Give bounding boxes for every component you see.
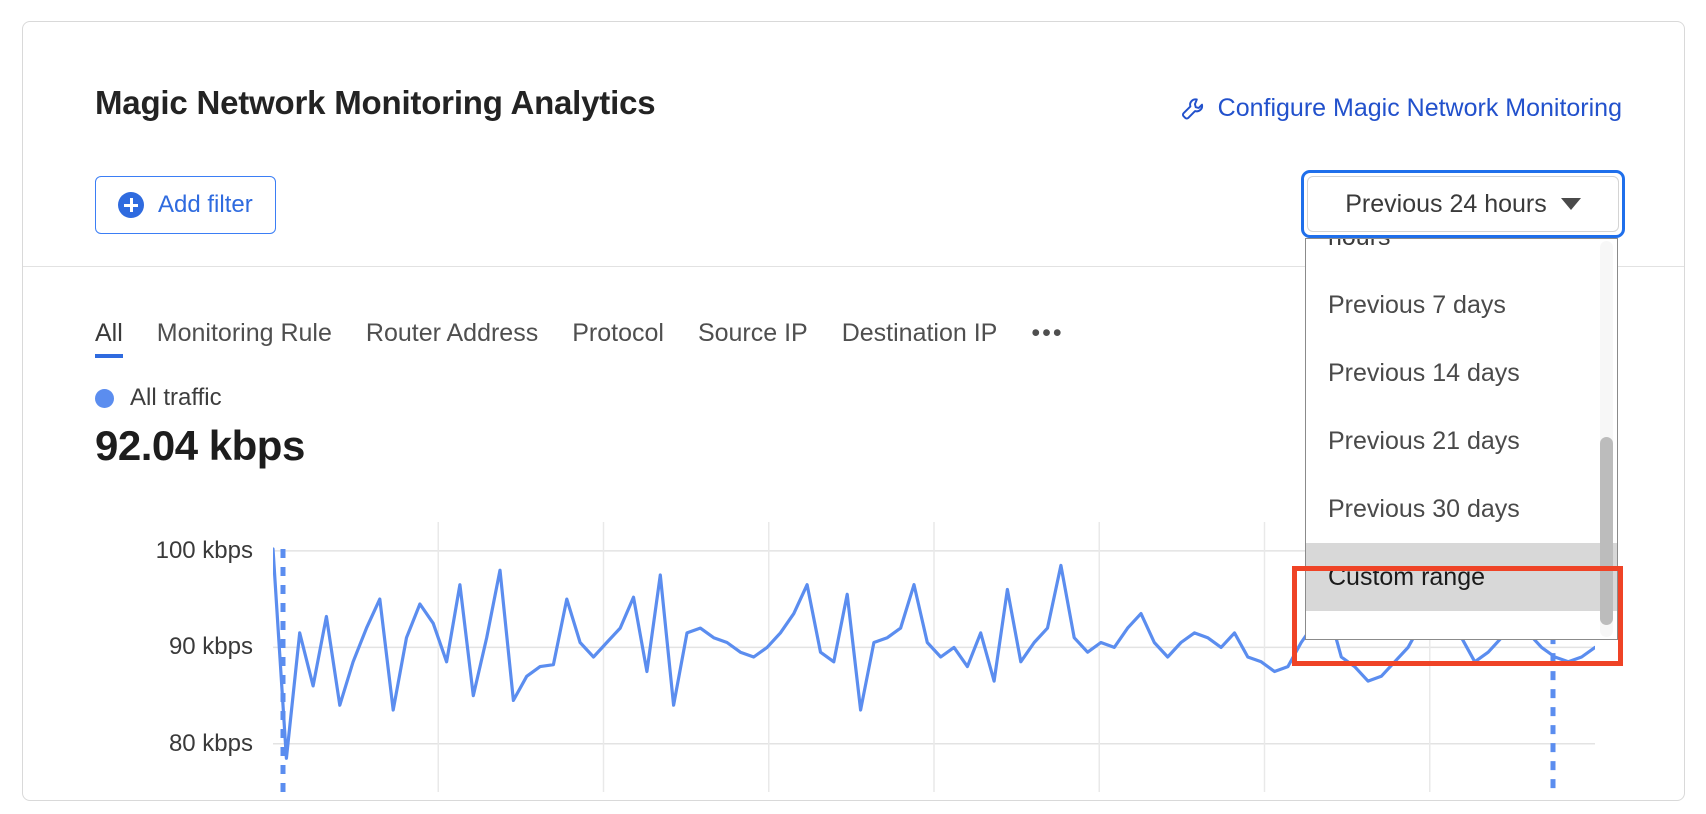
tab-label: Monitoring Rule (156, 319, 332, 347)
add-filter-button[interactable]: Add filter (95, 176, 276, 234)
traffic-line-chart: 100 kbps 90 kbps 80 kbps (95, 522, 1595, 792)
time-range-focus-ring: Previous 24 hours (1301, 170, 1625, 238)
time-range-option-14-days[interactable]: Previous 14 days (1306, 339, 1617, 407)
tab-monitoring-rule[interactable]: Monitoring Rule (157, 319, 332, 358)
page-title: Magic Network Monitoring Analytics (95, 84, 656, 121)
analytics-tab-bar: All Monitoring Rule Router Address Proto… (95, 319, 1064, 358)
option-label: hours (1328, 239, 1391, 252)
configure-link-label: Configure Magic Network Monitoring (1217, 94, 1622, 122)
time-range-dropdown-button[interactable]: Previous 24 hours (1307, 176, 1619, 232)
chart-plot-area (273, 522, 1595, 792)
dropdown-scrollbar-thumb[interactable] (1600, 437, 1613, 625)
time-range-control: Previous 24 hours hours Previous 7 days … (1292, 170, 1625, 666)
chart-svg (273, 522, 1595, 792)
option-label: Previous 30 days (1328, 494, 1520, 523)
tab-label: Source IP (697, 319, 808, 347)
time-range-selected-label: Previous 24 hours (1345, 189, 1547, 218)
y-axis-tick-label: 90 kbps (168, 633, 253, 661)
time-range-dropdown-menu: hours Previous 7 days Previous 14 days P… (1305, 238, 1618, 640)
tab-label: Router Address (365, 319, 539, 347)
chart-series-line (273, 547, 1595, 760)
option-label: Previous 21 days (1328, 426, 1520, 455)
time-range-option-21-days[interactable]: Previous 21 days (1306, 407, 1617, 475)
chevron-down-icon (1560, 198, 1581, 210)
card-body: All Monitoring Rule Router Address Proto… (23, 267, 1684, 801)
y-axis-tick-label: 80 kbps (168, 729, 253, 757)
wrench-icon (1180, 96, 1206, 122)
chart-legend: All traffic (95, 384, 222, 412)
option-label: Custom range (1328, 562, 1486, 591)
tab-all[interactable]: All (95, 319, 123, 358)
metric-total-value: 92.04 kbps (95, 422, 305, 469)
option-label: Previous 7 days (1328, 290, 1506, 319)
y-axis-tick-label: 100 kbps (155, 536, 253, 564)
analytics-card: Magic Network Monitoring Analytics Confi… (22, 21, 1685, 801)
tab-protocol[interactable]: Protocol (572, 319, 664, 358)
time-range-option-30-days[interactable]: Previous 30 days (1306, 475, 1617, 543)
add-filter-label: Add filter (158, 191, 253, 218)
plus-circle-icon (118, 192, 144, 218)
tab-router-address[interactable]: Router Address (366, 319, 538, 358)
tab-label: Protocol (572, 319, 664, 347)
legend-label: All traffic (130, 384, 222, 411)
option-label: Previous 14 days (1328, 358, 1520, 387)
tab-source-ip[interactable]: Source IP (698, 319, 808, 358)
chart-y-axis: 100 kbps 90 kbps 80 kbps (95, 522, 265, 792)
configure-magic-network-monitoring-link[interactable]: Configure Magic Network Monitoring (1180, 94, 1622, 123)
tabs-overflow-menu-icon[interactable]: ••• (1031, 319, 1064, 347)
time-range-option-list: hours Previous 7 days Previous 14 days P… (1306, 239, 1617, 611)
tab-label: Destination IP (841, 319, 998, 347)
tab-label: All (95, 319, 123, 347)
legend-color-dot (95, 388, 114, 408)
time-range-option-7-days[interactable]: Previous 7 days (1306, 271, 1617, 339)
tab-destination-ip[interactable]: Destination IP (842, 319, 998, 358)
time-range-option-hours[interactable]: hours (1306, 239, 1617, 271)
time-range-option-custom-range[interactable]: Custom range (1306, 543, 1617, 611)
card-header: Magic Network Monitoring Analytics Confi… (23, 22, 1684, 666)
